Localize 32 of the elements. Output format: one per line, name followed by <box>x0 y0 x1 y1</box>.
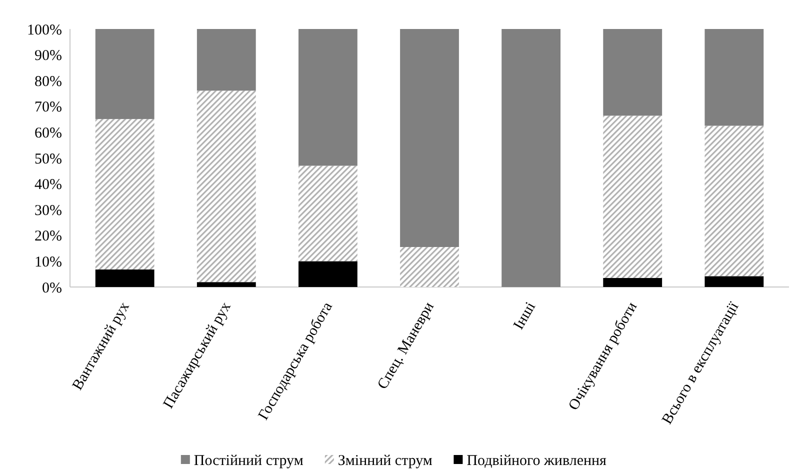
bar <box>298 29 358 166</box>
bar <box>196 282 256 287</box>
bar <box>704 126 764 276</box>
bar <box>603 116 662 278</box>
y-tick-label: 90% <box>34 48 62 64</box>
legend-label: Подвійного живлення <box>466 453 607 469</box>
legend-label: Змінний струм <box>338 453 433 469</box>
bar <box>704 29 764 126</box>
bar <box>400 29 459 248</box>
bar <box>502 29 561 287</box>
bar <box>196 29 256 91</box>
bar <box>704 276 764 287</box>
y-tick-label: 40% <box>34 177 62 194</box>
y-tick-label: 80% <box>34 74 62 90</box>
legend-label: Постійний струм <box>194 453 304 469</box>
y-tick-label: 10% <box>34 254 62 270</box>
bar <box>95 29 154 120</box>
y-tick-label: 30% <box>34 202 62 219</box>
bar <box>298 166 358 262</box>
y-tick-label: 60% <box>34 125 62 142</box>
y-tick-label: 20% <box>34 228 62 245</box>
bar <box>298 261 358 287</box>
bar <box>603 278 662 287</box>
y-tick-label: 50% <box>34 151 62 168</box>
bar <box>400 247 459 287</box>
bar <box>95 269 154 287</box>
bar <box>95 119 154 270</box>
y-tick-label: 100% <box>27 22 62 38</box>
bar <box>603 29 662 116</box>
bar <box>196 90 256 282</box>
y-tick-label: 70% <box>34 100 62 116</box>
y-tick-label: 0% <box>42 280 62 296</box>
